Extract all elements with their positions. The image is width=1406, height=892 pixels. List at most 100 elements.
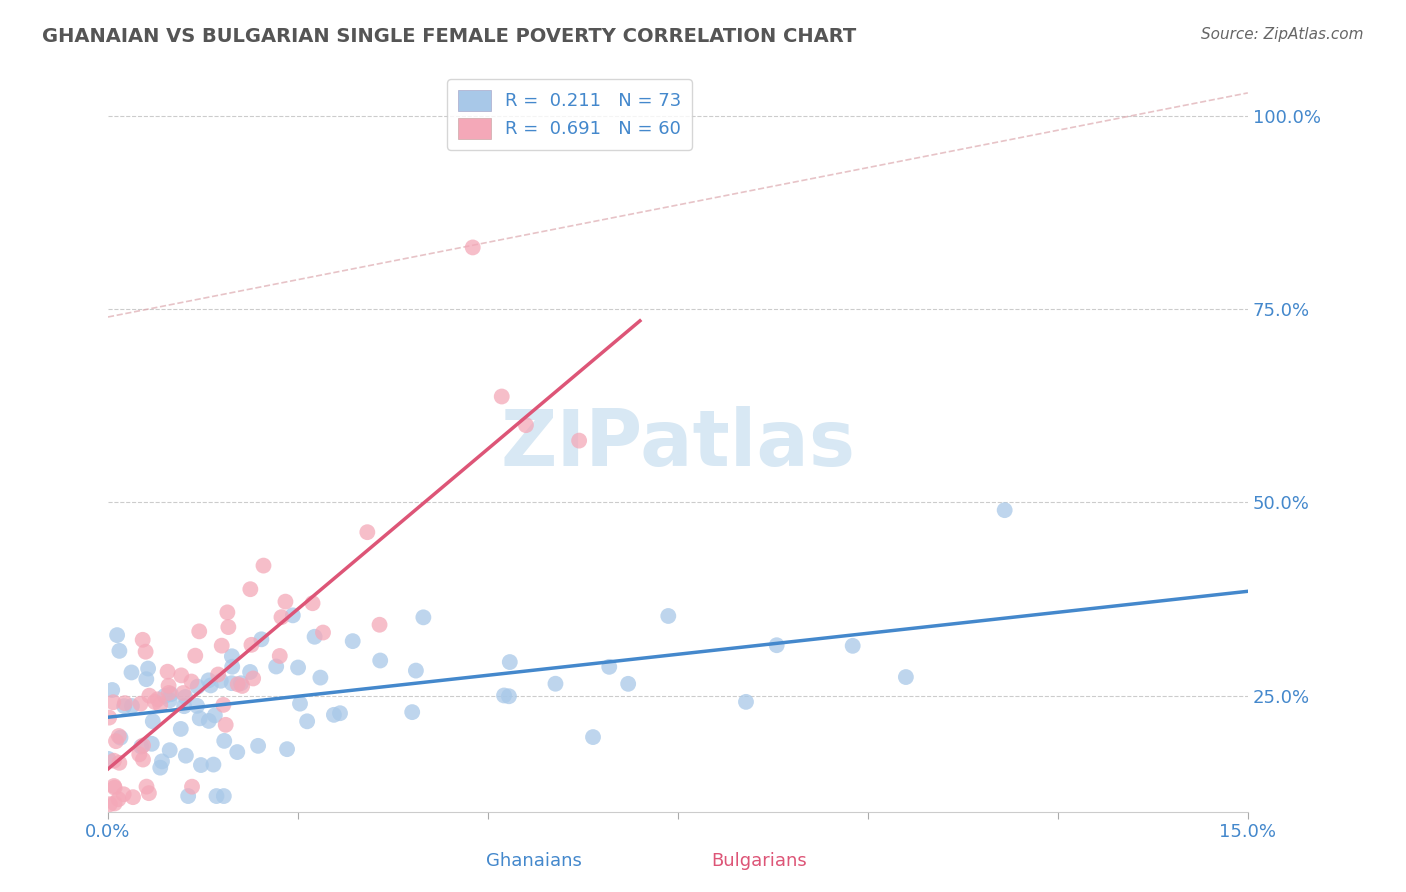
Text: Ghanaians: Ghanaians xyxy=(486,852,582,870)
Point xyxy=(103,695,125,709)
Point xyxy=(187,680,209,694)
Point xyxy=(270,610,292,624)
Point xyxy=(135,780,157,794)
Point xyxy=(114,696,136,710)
Point xyxy=(598,660,620,674)
Point xyxy=(157,679,180,693)
Point xyxy=(231,679,253,693)
Point xyxy=(274,594,297,608)
Point xyxy=(98,710,121,724)
Point xyxy=(190,758,212,772)
Point xyxy=(217,620,239,634)
Text: Source: ZipAtlas.com: Source: ZipAtlas.com xyxy=(1201,27,1364,42)
Point xyxy=(146,692,169,706)
Point xyxy=(215,718,238,732)
Point xyxy=(544,677,567,691)
Point xyxy=(136,661,159,675)
Point xyxy=(200,678,222,692)
Point xyxy=(98,820,121,834)
Point xyxy=(229,676,252,690)
Point xyxy=(461,240,484,254)
Point xyxy=(103,754,125,768)
Point xyxy=(582,730,605,744)
Point xyxy=(114,820,136,834)
Point xyxy=(492,689,515,703)
Point xyxy=(491,390,513,404)
Point xyxy=(401,705,423,719)
Point xyxy=(412,610,434,624)
Point xyxy=(204,708,226,723)
Point xyxy=(226,745,249,759)
Point xyxy=(735,695,758,709)
Point xyxy=(211,639,233,653)
Point xyxy=(132,753,155,767)
Point xyxy=(112,787,135,801)
Point xyxy=(221,649,243,664)
Point xyxy=(138,786,160,800)
Point xyxy=(180,674,202,689)
Point xyxy=(98,797,121,812)
Point xyxy=(159,743,181,757)
Point xyxy=(188,711,211,725)
Point xyxy=(107,729,129,743)
Point xyxy=(209,673,232,688)
Point xyxy=(97,752,120,766)
Point xyxy=(104,734,127,748)
Text: Bulgarians: Bulgarians xyxy=(711,852,807,870)
Point xyxy=(239,582,262,597)
Point xyxy=(156,665,179,679)
Point xyxy=(104,780,127,795)
Point xyxy=(281,608,304,623)
Point xyxy=(217,606,239,620)
Point xyxy=(312,625,335,640)
Point xyxy=(149,698,172,712)
Point xyxy=(304,630,326,644)
Point xyxy=(181,780,204,794)
Point xyxy=(110,731,132,745)
Point xyxy=(170,722,193,736)
Point xyxy=(212,734,235,748)
Point xyxy=(498,690,520,704)
Point xyxy=(212,789,235,803)
Point xyxy=(131,632,153,647)
Text: GHANAIAN VS BULGARIAN SINGLE FEMALE POVERTY CORRELATION CHART: GHANAIAN VS BULGARIAN SINGLE FEMALE POVE… xyxy=(42,27,856,45)
Point xyxy=(242,672,264,686)
Point xyxy=(515,418,537,433)
Point xyxy=(342,634,364,648)
Point xyxy=(994,503,1017,517)
Point xyxy=(107,792,129,806)
Point xyxy=(287,660,309,674)
Point xyxy=(108,644,131,658)
Point xyxy=(295,714,318,729)
Point xyxy=(765,638,787,652)
Text: ZIPatlas: ZIPatlas xyxy=(501,407,855,483)
Point xyxy=(112,699,135,714)
Point xyxy=(160,687,183,701)
Point xyxy=(221,660,243,674)
Point xyxy=(174,690,197,704)
Point xyxy=(177,789,200,803)
Point xyxy=(149,761,172,775)
Point xyxy=(122,790,145,805)
Point xyxy=(405,664,427,678)
Point xyxy=(264,659,287,673)
Point xyxy=(221,676,243,690)
Point xyxy=(240,638,263,652)
Point xyxy=(322,707,344,722)
Point xyxy=(132,739,155,753)
Point xyxy=(894,670,917,684)
Point xyxy=(356,525,378,540)
Point xyxy=(205,789,228,803)
Point xyxy=(103,779,125,793)
Point xyxy=(499,655,522,669)
Point xyxy=(105,628,128,642)
Point xyxy=(198,714,221,728)
Point xyxy=(121,698,143,713)
Point xyxy=(135,672,157,686)
Point xyxy=(276,742,298,756)
Point xyxy=(657,609,679,624)
Point xyxy=(138,689,160,703)
Point xyxy=(841,639,863,653)
Point xyxy=(368,653,391,667)
Point xyxy=(159,693,181,707)
